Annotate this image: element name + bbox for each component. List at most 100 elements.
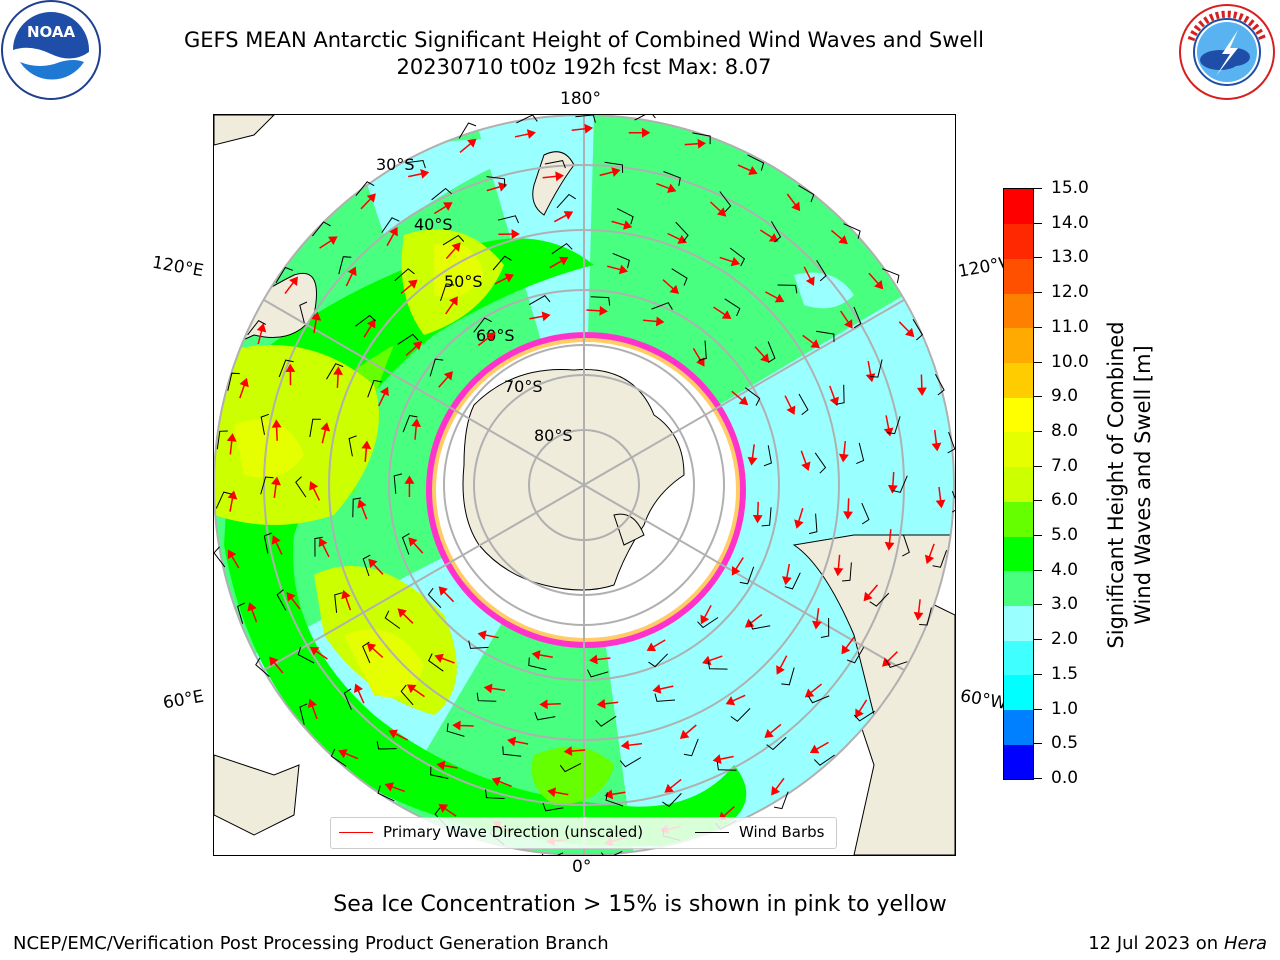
wave-direction-arrow xyxy=(863,584,879,602)
wind-barb xyxy=(947,431,955,454)
wind-barb xyxy=(590,296,611,306)
wind-barb xyxy=(393,473,403,494)
wave-direction-arrow xyxy=(553,211,574,223)
wind-barb xyxy=(348,435,357,457)
footer-machine: Hera xyxy=(1223,933,1267,954)
wind-barb xyxy=(427,587,442,608)
wind-barb xyxy=(634,115,656,121)
wind-barb xyxy=(951,491,955,513)
colorbar-segment xyxy=(1004,431,1033,468)
wind-barb xyxy=(719,191,732,213)
wind-barb xyxy=(902,535,910,557)
wave-direction-arrow xyxy=(284,276,298,295)
noaa-logo-text: NOAA xyxy=(27,23,76,41)
wave-direction-arrow xyxy=(731,557,744,576)
colorbar-tick-label: 5.0 xyxy=(1051,525,1079,546)
wave-direction-arrow xyxy=(357,499,368,520)
wind-barb xyxy=(401,533,410,555)
wave-direction-arrow xyxy=(341,589,352,611)
polar-map: 30°S 40°S 50°S 60°S 70°S 80°S xyxy=(214,115,955,855)
wave-direction-arrow xyxy=(333,366,343,388)
wind-barb xyxy=(729,247,746,267)
wind-barb xyxy=(697,617,719,629)
wind-barb xyxy=(276,589,287,611)
wave-direction-arrow xyxy=(709,201,727,217)
wave-direction-arrow xyxy=(838,441,849,463)
colorbar-tick xyxy=(1034,257,1042,259)
wave-direction-arrow xyxy=(531,650,553,660)
wind-barb xyxy=(766,737,787,751)
wind-barb xyxy=(683,738,699,757)
colorbar-segment xyxy=(1004,744,1033,780)
wind-barb xyxy=(820,617,830,638)
colorbar-segment xyxy=(1004,466,1033,502)
wind-barb xyxy=(468,640,489,649)
wind-barb xyxy=(747,154,765,171)
wave-direction-arrow xyxy=(338,749,359,760)
wave-direction-arrow xyxy=(684,138,707,149)
wave-direction-arrow xyxy=(656,182,677,193)
wave-direction-arrow xyxy=(809,741,829,754)
wave-direction-arrow xyxy=(271,476,281,498)
wave-direction-arrow xyxy=(494,273,514,285)
wave-direction-arrow xyxy=(477,630,499,640)
wind-barb xyxy=(330,748,347,767)
colorbar-tick xyxy=(1034,778,1042,779)
wind-barb xyxy=(542,803,564,812)
wind-barb xyxy=(814,452,827,474)
wind-barb xyxy=(861,502,870,525)
wave-direction-arrow xyxy=(667,232,687,244)
wave-direction-arrow xyxy=(830,229,848,245)
wave-direction-arrow xyxy=(887,472,898,494)
wind-barb xyxy=(216,430,228,450)
wave-direction-arrow xyxy=(477,332,496,346)
wave-direction-arrow xyxy=(571,123,594,134)
wind-barb xyxy=(440,283,455,302)
colorbar-segment xyxy=(1004,293,1033,329)
wind-barb xyxy=(774,791,789,810)
wave-direction-arrow xyxy=(931,429,942,452)
wind-barb xyxy=(551,242,573,255)
wind-barb xyxy=(334,592,343,613)
wave-direction-arrow xyxy=(368,558,384,575)
wave-direction-arrow xyxy=(378,386,389,407)
wave-direction-arrow xyxy=(366,643,384,658)
wave-direction-arrow xyxy=(786,193,801,212)
footer-date: 12 Jul 2023 on Hera xyxy=(1088,933,1267,954)
colorbar-tick xyxy=(1034,604,1042,606)
wind-barb xyxy=(600,850,623,855)
wind-barb xyxy=(260,476,274,495)
wave-direction-arrow xyxy=(271,419,282,441)
wave-direction-arrow xyxy=(884,529,895,551)
colorbar-tick xyxy=(1034,500,1042,502)
lat-label-80s: 80°S xyxy=(534,426,573,445)
colorbar-tick-label: 14.0 xyxy=(1051,212,1089,233)
wave-direction-arrow xyxy=(803,266,815,286)
colorbar-tick-label: 9.0 xyxy=(1051,386,1079,407)
colorbar-tick xyxy=(1034,188,1042,189)
wave-direction-arrow xyxy=(833,554,844,577)
colorbar-segment xyxy=(1004,570,1033,606)
wave-direction-arrow xyxy=(794,507,804,529)
lat-label-40s: 40°S xyxy=(414,215,453,234)
wind-barb xyxy=(919,607,932,626)
wind-barb xyxy=(355,314,376,327)
wave-direction-arrow xyxy=(445,242,461,259)
colorbar-segment xyxy=(1004,397,1033,433)
wave-direction-arrow xyxy=(318,537,330,558)
wave-direction-arrow xyxy=(345,266,357,287)
wind-barb xyxy=(377,785,395,802)
wave-direction-arrow xyxy=(438,804,457,817)
wave-direction-arrow xyxy=(404,475,415,498)
wave-direction-arrow xyxy=(607,264,629,275)
lon-label-60e: 60°E xyxy=(161,686,206,714)
wind-barbs xyxy=(214,115,955,855)
wave-direction-arrow xyxy=(319,236,338,249)
wind-barb xyxy=(516,115,538,124)
colorbar-tick-label: 3.0 xyxy=(1051,594,1079,615)
wind-barb xyxy=(807,695,830,704)
colorbar-tick-label: 1.5 xyxy=(1051,663,1079,684)
colorbar-tick xyxy=(1034,673,1042,675)
wind-barb xyxy=(255,657,270,677)
wave-direction-arrow xyxy=(549,256,569,269)
